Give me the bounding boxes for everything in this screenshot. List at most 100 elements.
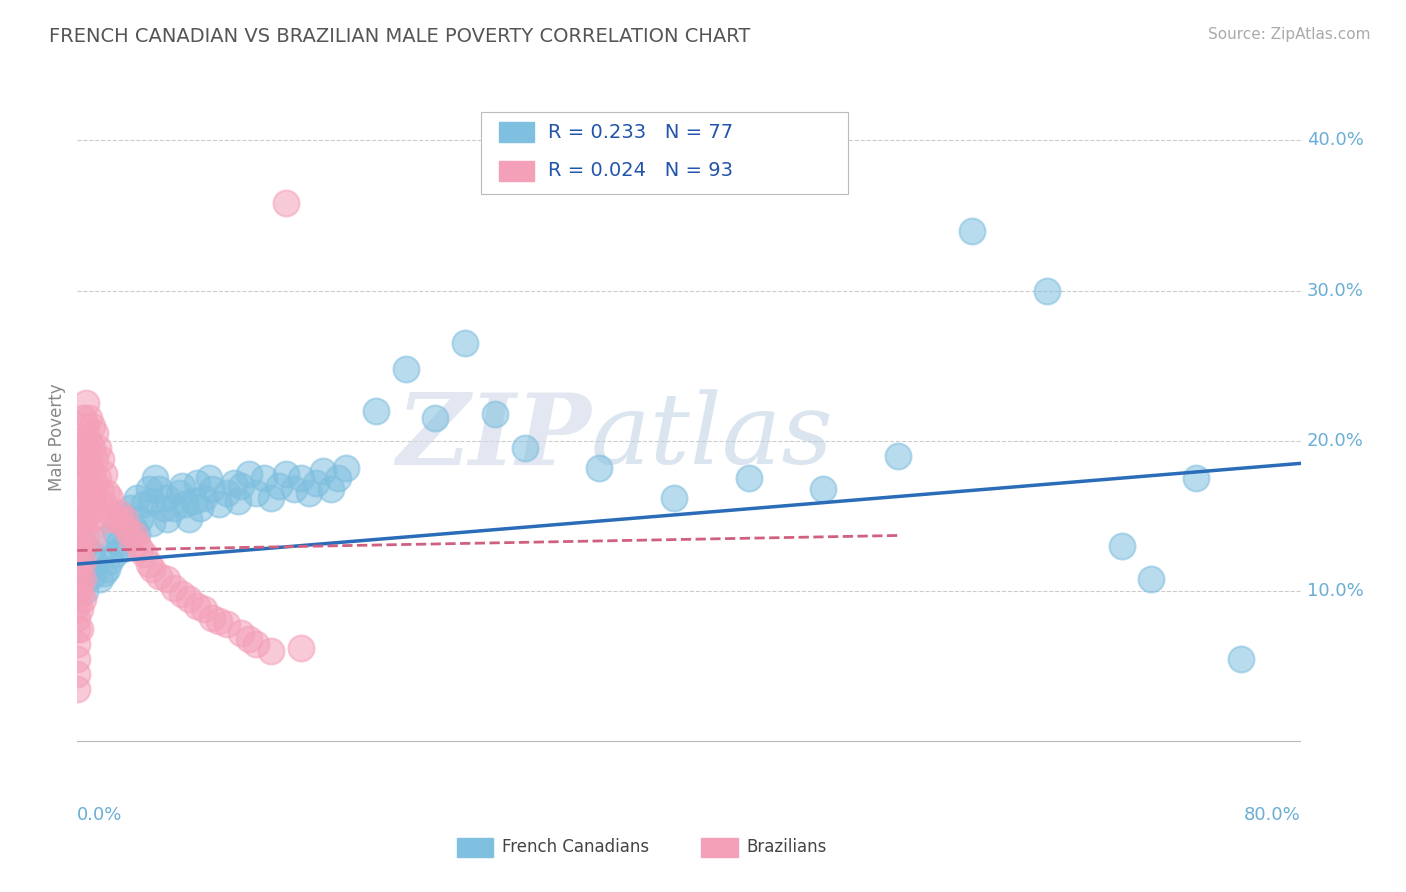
Point xyxy=(215,617,238,632)
Point xyxy=(72,554,94,568)
Point xyxy=(394,361,416,376)
Bar xyxy=(499,161,534,181)
Point xyxy=(163,501,186,516)
Point xyxy=(193,602,215,616)
Point xyxy=(425,411,447,425)
Point xyxy=(72,456,94,470)
Point xyxy=(129,541,152,556)
Point xyxy=(72,479,94,493)
Point xyxy=(208,497,231,511)
Point xyxy=(253,471,276,485)
Point xyxy=(66,651,89,665)
Point xyxy=(84,475,107,490)
Point xyxy=(72,572,94,586)
Point xyxy=(163,581,186,595)
Point xyxy=(117,524,139,538)
Point xyxy=(111,508,134,523)
Point xyxy=(1230,651,1253,665)
Point xyxy=(319,482,342,496)
Point xyxy=(179,591,201,606)
Point xyxy=(75,396,97,410)
Point xyxy=(93,497,115,511)
Point xyxy=(737,471,759,485)
Point xyxy=(72,434,94,448)
Point xyxy=(183,494,205,508)
Point xyxy=(89,572,111,586)
Point xyxy=(104,524,127,538)
Point xyxy=(75,464,97,478)
Point xyxy=(245,486,267,500)
Point xyxy=(93,467,115,481)
Point xyxy=(98,554,121,568)
Point xyxy=(66,576,89,591)
Point xyxy=(84,426,107,441)
Point xyxy=(141,516,163,531)
Point xyxy=(193,491,215,505)
Point xyxy=(122,521,145,535)
Point xyxy=(69,557,91,571)
Point xyxy=(200,611,222,625)
Y-axis label: Male Poverty: Male Poverty xyxy=(48,384,66,491)
Point xyxy=(260,491,283,505)
Point xyxy=(75,418,97,433)
Point xyxy=(72,591,94,606)
Point xyxy=(186,599,208,613)
Point xyxy=(96,532,118,546)
Point xyxy=(245,637,267,651)
FancyBboxPatch shape xyxy=(481,112,848,194)
Text: 80.0%: 80.0% xyxy=(1244,805,1301,824)
Point xyxy=(312,464,335,478)
Point xyxy=(122,527,145,541)
Point xyxy=(69,494,91,508)
Point xyxy=(238,467,260,481)
Point xyxy=(513,442,536,456)
Point xyxy=(96,512,118,526)
Point xyxy=(238,632,260,647)
Point xyxy=(120,532,142,546)
Point xyxy=(93,566,115,580)
Point xyxy=(138,482,160,496)
Point xyxy=(1036,284,1059,298)
Point xyxy=(118,501,141,516)
Point xyxy=(148,569,170,583)
Point xyxy=(111,541,134,556)
Point xyxy=(66,587,89,601)
Point xyxy=(153,501,176,516)
Point xyxy=(111,516,134,531)
Point xyxy=(662,491,685,505)
Point xyxy=(69,541,91,556)
Point xyxy=(96,561,118,575)
Point xyxy=(82,512,104,526)
Point xyxy=(87,442,110,456)
Point xyxy=(228,494,250,508)
Point xyxy=(125,536,148,550)
Point xyxy=(69,602,91,616)
Point xyxy=(208,614,231,628)
Point xyxy=(811,482,834,496)
Point xyxy=(66,637,89,651)
Point xyxy=(75,508,97,523)
Point xyxy=(75,532,97,546)
Point xyxy=(156,512,179,526)
Point xyxy=(1185,471,1208,485)
Point xyxy=(267,479,290,493)
Point xyxy=(72,536,94,550)
Point xyxy=(138,557,160,571)
Point xyxy=(77,456,100,470)
Point xyxy=(66,681,89,696)
Point xyxy=(73,539,96,553)
Point xyxy=(75,486,97,500)
Bar xyxy=(499,122,534,143)
Text: 30.0%: 30.0% xyxy=(1306,282,1364,300)
Point xyxy=(283,482,305,496)
Text: atlas: atlas xyxy=(591,390,834,484)
Point xyxy=(297,486,319,500)
Point xyxy=(82,467,104,481)
Point xyxy=(82,547,104,561)
Point xyxy=(143,471,166,485)
Point xyxy=(66,539,89,553)
Point xyxy=(484,407,506,421)
Point xyxy=(141,494,163,508)
Point xyxy=(197,471,219,485)
Point xyxy=(82,569,104,583)
